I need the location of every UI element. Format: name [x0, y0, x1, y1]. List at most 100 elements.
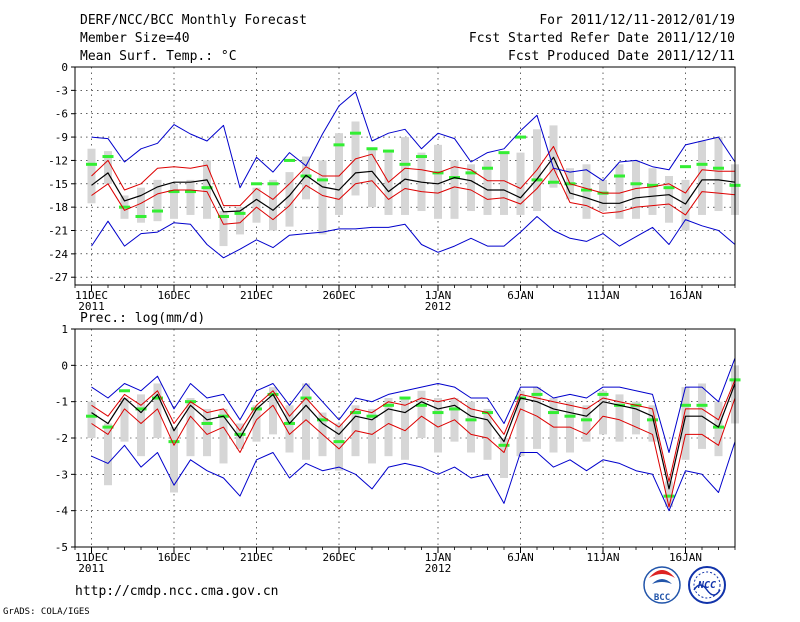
- member-spread-bar: [269, 179, 277, 231]
- footer-url: http://cmdp.ncc.cma.gov.cn: [75, 584, 279, 599]
- member-spread-bar: [170, 427, 178, 493]
- member-spread-bar: [335, 423, 343, 471]
- member-spread-bar: [203, 408, 211, 457]
- climatology-marker: [86, 414, 97, 418]
- climatology-marker: [581, 188, 592, 192]
- member-spread-bar: [632, 401, 640, 435]
- member-spread-bar: [120, 398, 129, 442]
- series-max-line: [91, 91, 736, 189]
- y-tick-label: -4: [55, 505, 69, 518]
- member-spread-bar: [368, 408, 376, 464]
- climatology-marker: [185, 190, 196, 194]
- member-spread-bar: [401, 137, 409, 215]
- climatology-marker: [647, 183, 658, 187]
- member-spread-bar: [582, 405, 591, 442]
- x-tick-label: 21DEC: [240, 289, 273, 302]
- member-spread-bar: [384, 398, 393, 457]
- y-tick-label: -27: [48, 271, 68, 284]
- climatology-marker: [663, 494, 675, 498]
- member-spread-bar: [384, 152, 393, 215]
- member-spread-bar: [219, 408, 228, 464]
- bcc-logo-icon: BCC: [643, 566, 681, 604]
- member-spread-bar: [665, 176, 673, 223]
- x-tick-label: 16JAN: [669, 551, 702, 564]
- member-spread-bar: [533, 387, 541, 449]
- member-spread-bar: [302, 383, 310, 460]
- y-tick-label: -6: [55, 108, 68, 121]
- member-spread-bar: [632, 160, 640, 219]
- series-mean-line: [91, 156, 736, 213]
- bcc-logo-label: BCC: [654, 593, 670, 603]
- climatology-marker: [696, 162, 708, 166]
- member-spread-bar: [648, 405, 657, 442]
- member-spread-bar: [648, 168, 657, 215]
- x-tick-year-label: 2012: [425, 562, 452, 575]
- member-spread-bar: [87, 401, 96, 438]
- climatology-marker: [498, 151, 510, 155]
- member-spread-bar: [434, 144, 442, 219]
- climatology-marker: [350, 131, 361, 135]
- member-spread-bar: [236, 423, 244, 449]
- member-spread-bar: [516, 390, 525, 457]
- x-tick-label: 26DEC: [322, 551, 355, 564]
- member-spread-bar: [153, 383, 162, 438]
- member-spread-bar: [153, 179, 162, 222]
- climatology-marker: [399, 162, 411, 166]
- member-spread-bar: [285, 172, 294, 227]
- x-tick-label: 26DEC: [322, 289, 355, 302]
- y-tick-label: -15: [48, 178, 68, 191]
- member-spread-bar: [450, 160, 459, 219]
- x-tick-label: 21DEC: [240, 551, 273, 564]
- climatology-marker: [482, 166, 493, 170]
- member-spread-bar: [681, 179, 690, 231]
- member-spread-bar: [104, 423, 112, 486]
- x-tick-label: 11JAN: [586, 551, 619, 564]
- climatology-marker: [267, 182, 279, 186]
- header-title-left: DERF/NCC/BCC Monthly Forecast: [80, 13, 307, 28]
- member-spread-bar: [434, 398, 442, 453]
- member-spread-bar: [582, 164, 591, 219]
- series-min-line: [91, 441, 736, 512]
- member-spread-bar: [599, 179, 607, 212]
- member-spread-bar: [615, 164, 624, 219]
- member-spread-bar: [170, 183, 178, 219]
- climatology-marker: [86, 162, 97, 166]
- y-tick-label: -24: [48, 248, 68, 261]
- climatology-marker: [317, 418, 328, 422]
- x-tick-label: 11JAN: [586, 289, 619, 302]
- series-lower-line: [91, 167, 736, 225]
- climatology-marker: [135, 407, 147, 411]
- member-spread-bar: [137, 187, 145, 223]
- series-lower-line: [91, 397, 736, 508]
- x-tick-label: 6JAN: [507, 551, 534, 564]
- y-tick-label: 1: [61, 323, 68, 336]
- header-produced: Fcst Produced Date 2011/12/11: [508, 49, 735, 64]
- climatology-marker: [168, 190, 180, 194]
- member-spread-bar: [285, 405, 294, 453]
- x-tick-label: 16DEC: [157, 551, 190, 564]
- member-spread-bar: [186, 179, 195, 215]
- climatology-marker: [201, 186, 213, 190]
- x-tick-label: 16DEC: [157, 289, 190, 302]
- member-spread-bar: [615, 394, 624, 442]
- member-spread-bar: [335, 133, 343, 215]
- member-spread-bar: [467, 401, 475, 453]
- member-spread-bar: [203, 160, 211, 219]
- climatology-marker: [284, 158, 295, 162]
- climatology-marker: [333, 440, 345, 444]
- member-spread-bar: [368, 148, 376, 208]
- climatology-marker: [119, 205, 130, 209]
- y-tick-label: -5: [55, 541, 68, 554]
- climatology-marker: [713, 166, 724, 170]
- series-upper-line: [91, 379, 736, 483]
- climatology-marker: [399, 396, 411, 400]
- member-spread-bar: [417, 390, 426, 438]
- ncc-logo-icon: NCC: [688, 566, 726, 604]
- climatology-marker: [102, 155, 114, 159]
- series-mean-line: [91, 383, 736, 490]
- x-tick-year-label: 2011: [78, 300, 105, 313]
- chart-title-temperature: Mean Surf. Temp.: °C: [80, 49, 237, 64]
- climatology-marker: [317, 178, 328, 182]
